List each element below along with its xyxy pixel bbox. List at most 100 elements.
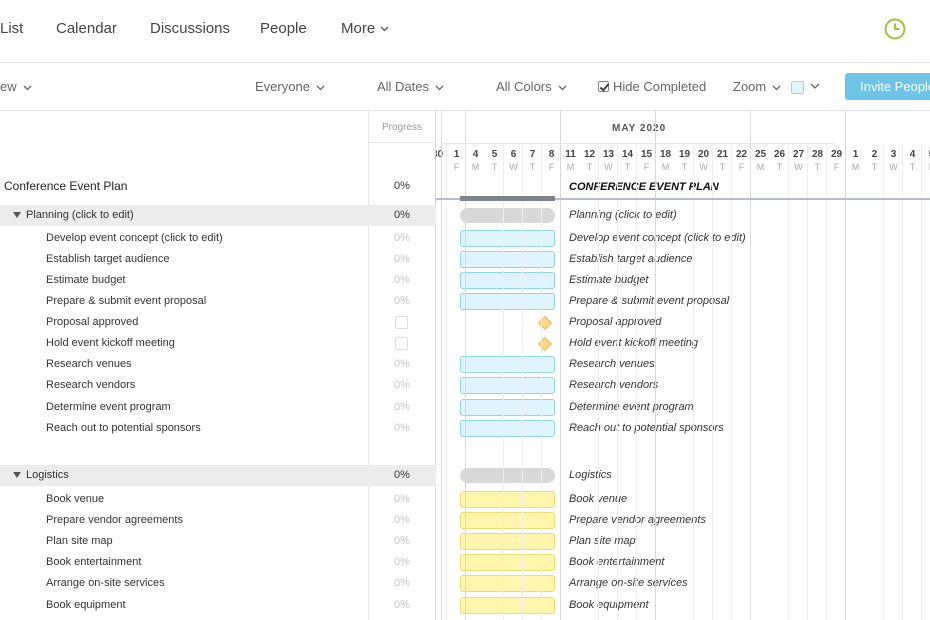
task-row[interactable]: Establish target audience 0%: [0, 249, 436, 270]
task-bar[interactable]: [460, 399, 555, 416]
grid-line: [541, 144, 542, 620]
nav-people[interactable]: People: [260, 20, 307, 37]
colors-dropdown[interactable]: All Colors: [496, 79, 567, 94]
day-of-week: F: [738, 162, 745, 172]
task-bar[interactable]: [460, 420, 555, 437]
task-row[interactable]: Book entertainment 0%: [0, 552, 436, 573]
day-number: 22: [735, 149, 748, 160]
task-bar[interactable]: [460, 377, 555, 394]
day-number: 26: [773, 149, 786, 160]
gantt-task-label: Prepare vendor agreements: [569, 514, 706, 526]
task-progress: 0%: [394, 253, 410, 265]
collapse-triangle-icon[interactable]: [13, 472, 21, 478]
day-of-week: T: [681, 162, 688, 172]
project-name: Conference Event Plan: [4, 179, 128, 193]
milestone-progress-box[interactable]: [395, 337, 408, 350]
nav-calendar[interactable]: Calendar: [56, 20, 117, 37]
task-row[interactable]: Estimate budget 0%: [0, 270, 436, 291]
grid-line: [503, 144, 504, 620]
group-row[interactable]: Logistics 0%: [0, 465, 436, 486]
day-of-week: M: [661, 162, 670, 172]
everyone-dropdown[interactable]: Everyone: [255, 79, 325, 94]
gantt-chart: MAY 2020 CONFERENCE EVENT PLAN Planning (…: [436, 111, 930, 620]
task-bar[interactable]: [460, 293, 555, 310]
task-bar[interactable]: [460, 230, 555, 247]
group-name: Planning (click to edit): [26, 209, 134, 221]
task-name: Arrange on-site services: [46, 577, 165, 589]
milestone-row[interactable]: Proposal approved: [0, 312, 436, 333]
zoom-dropdown[interactable]: Zoom: [733, 79, 781, 94]
day-number: 5: [922, 149, 930, 160]
gantt-task-label: Prepare & submit event proposal: [569, 295, 730, 307]
day-of-week: F: [548, 162, 555, 172]
clock-icon[interactable]: [884, 18, 906, 40]
progress-column-header: Progress: [368, 111, 436, 143]
day-header: 22 F: [732, 149, 751, 172]
day-number: 28: [811, 149, 824, 160]
collapse-triangle-icon[interactable]: [13, 212, 21, 218]
task-bar[interactable]: [460, 512, 555, 529]
task-row[interactable]: Develop event concept (click to edit) 0%: [0, 228, 436, 249]
group-bar[interactable]: [460, 468, 555, 483]
day-number: 20: [697, 149, 710, 160]
task-bar[interactable]: [460, 491, 555, 508]
nav-list[interactable]: List: [0, 20, 24, 37]
group-bar[interactable]: [460, 208, 555, 223]
task-row[interactable]: Plan site map 0%: [0, 531, 436, 552]
task-row[interactable]: Reach out to potential sponsors 0%: [0, 418, 436, 439]
task-row[interactable]: Book equipment 0%: [0, 595, 436, 616]
milestone-row[interactable]: Hold event kickoff meeting: [0, 333, 436, 354]
task-bar[interactable]: [460, 575, 555, 592]
gantt-group-label: Planning (click to edit): [569, 209, 677, 221]
nav-more[interactable]: More: [341, 20, 389, 37]
invite-people-button[interactable]: Invite People: [845, 73, 930, 100]
task-bar[interactable]: [460, 251, 555, 268]
task-bar[interactable]: [460, 356, 555, 373]
day-number: 7: [529, 149, 536, 160]
group-progress: 0%: [394, 469, 410, 481]
milestone-progress-box[interactable]: [395, 316, 408, 329]
day-number: 8: [548, 149, 555, 160]
task-progress: 0%: [394, 599, 410, 611]
task-bar[interactable]: [460, 533, 555, 550]
color-swatch[interactable]: [791, 81, 804, 94]
grid-line: [441, 111, 442, 620]
gantt-task-label: Reach out to potential sponsors: [569, 422, 724, 434]
task-name: Prepare vendor agreements: [46, 514, 183, 526]
gantt-task-label: Establish target audience: [569, 253, 693, 265]
project-row[interactable]: Conference Event Plan 0%: [0, 176, 436, 197]
hide-completed-toggle[interactable]: Hide Completed: [598, 79, 706, 94]
task-bar[interactable]: [460, 597, 555, 614]
grid-line: [788, 144, 789, 620]
nav-discussions[interactable]: Discussions: [150, 20, 231, 37]
project-summary-bar[interactable]: [460, 196, 555, 201]
task-row[interactable]: Prepare vendor agreements 0%: [0, 510, 436, 531]
task-progress: 0%: [394, 535, 410, 547]
view-dropdown-label: ew: [0, 79, 17, 94]
task-row[interactable]: Research venues 0%: [0, 354, 436, 375]
view-dropdown[interactable]: ew: [0, 79, 32, 94]
grid-line: [636, 144, 637, 620]
dates-dropdown[interactable]: All Dates: [377, 79, 444, 94]
task-row[interactable]: Research vendors 0%: [0, 375, 436, 396]
task-row[interactable]: Arrange on-site services 0%: [0, 573, 436, 594]
day-of-week: T: [909, 162, 916, 172]
task-row[interactable]: Book venue 0%: [0, 489, 436, 510]
task-name: Reach out to potential sponsors: [46, 422, 201, 434]
day-number: 5: [491, 149, 498, 160]
day-header: 12 T: [580, 149, 599, 172]
day-number: 12: [583, 149, 596, 160]
hide-completed-checkbox[interactable]: [598, 81, 609, 92]
group-row[interactable]: Planning (click to edit) 0%: [0, 205, 436, 226]
chevron-down-icon[interactable]: [810, 83, 820, 90]
task-row[interactable]: Prepare & submit event proposal 0%: [0, 291, 436, 312]
grid-line: [655, 111, 656, 620]
task-row[interactable]: Determine event program 0%: [0, 397, 436, 418]
task-bar[interactable]: [460, 554, 555, 571]
task-name: Research vendors: [46, 379, 136, 391]
task-bar[interactable]: [460, 272, 555, 289]
